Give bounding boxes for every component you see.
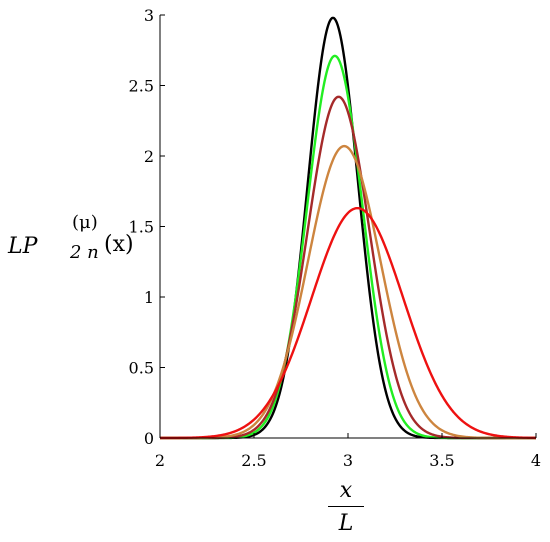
y-axis-label: LP (μ) 2 n (x)	[4, 212, 134, 272]
series-line-1	[160, 16, 536, 440]
x-axis-label-denominator: L	[338, 511, 354, 536]
x-tick-label: 4	[531, 451, 541, 470]
x-tick-label: 3	[343, 451, 353, 470]
x-axis-label-fraction-bar	[328, 506, 364, 507]
y-axis-label-subscript: 2 n	[70, 242, 99, 263]
curves-group	[159, 16, 537, 440]
x-tick-label: 3.5	[429, 451, 454, 470]
y-axis-label-base: LP	[8, 234, 38, 259]
y-tick-label: 0	[144, 429, 154, 448]
y-tick-label: 0.5	[129, 359, 154, 378]
x-axis-label: x L	[328, 478, 364, 537]
y-tick-label: 2	[144, 147, 154, 166]
y-axis-label-argument: (x)	[104, 232, 134, 257]
x-tick-label: 2.5	[241, 451, 266, 470]
y-tick-label: 3	[144, 6, 154, 25]
y-axis-label-superscript: (μ)	[72, 212, 98, 233]
x-axis-label-numerator: x	[339, 478, 353, 503]
ticks-group: 2 2.5 3 3.5 4 0 0.5 1 1.5 2 2.5 3	[129, 6, 542, 470]
series-line-4	[160, 144, 536, 440]
y-tick-label: 2.5	[129, 77, 154, 96]
series-line-5	[159, 206, 537, 440]
y-tick-label: 1	[144, 288, 154, 307]
y-tick-label: 1.5	[129, 218, 154, 237]
x-tick-label: 2	[155, 451, 165, 470]
